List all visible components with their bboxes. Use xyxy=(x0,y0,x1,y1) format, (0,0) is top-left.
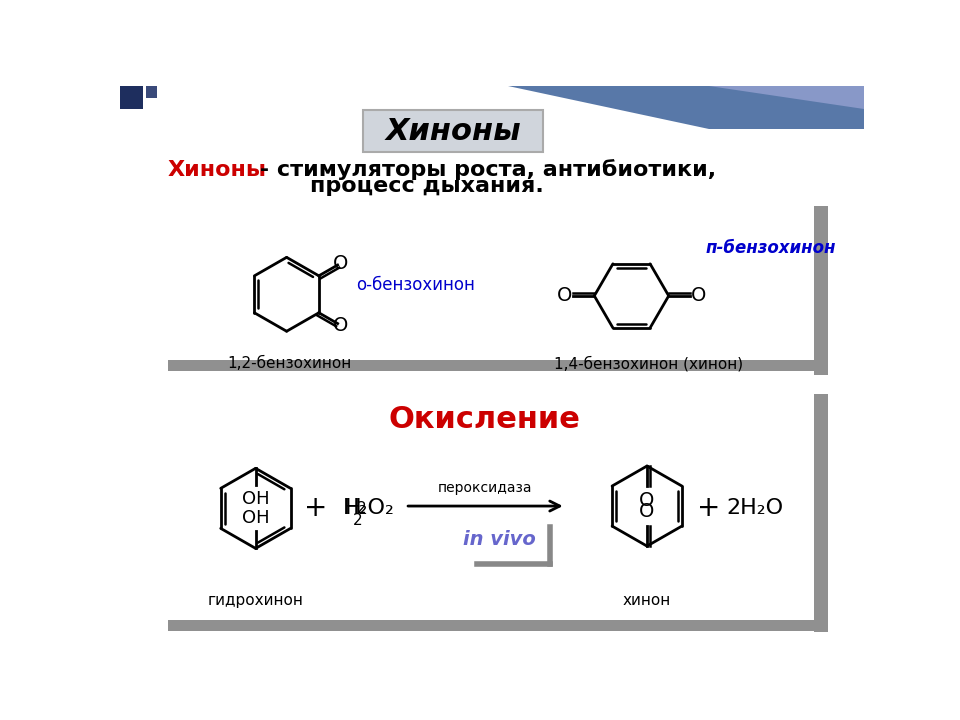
Text: H₂O₂: H₂O₂ xyxy=(344,498,396,518)
Text: 2H₂O: 2H₂O xyxy=(726,498,783,518)
Text: O: O xyxy=(557,287,572,305)
Text: пероксидаза: пероксидаза xyxy=(438,481,533,495)
Polygon shape xyxy=(508,86,864,129)
Text: OH: OH xyxy=(242,509,270,527)
Text: O: O xyxy=(639,490,655,510)
Text: in vivo: in vivo xyxy=(464,530,536,549)
Text: 1,2-бензохинон: 1,2-бензохинон xyxy=(227,356,351,372)
Bar xyxy=(814,395,828,631)
Text: хинон: хинон xyxy=(623,593,671,608)
Polygon shape xyxy=(709,86,864,109)
Text: O: O xyxy=(333,253,348,273)
Text: Окисление: Окисление xyxy=(388,405,580,433)
Bar xyxy=(814,206,828,375)
Text: - стимуляторы роста, антибиотики,: - стимуляторы роста, антибиотики, xyxy=(252,159,716,180)
Bar xyxy=(168,395,814,620)
Text: +: + xyxy=(303,495,327,522)
Text: O: O xyxy=(690,287,706,305)
FancyBboxPatch shape xyxy=(363,110,543,152)
Text: O: O xyxy=(639,503,655,521)
Text: +: + xyxy=(697,495,721,522)
Text: 2: 2 xyxy=(352,513,362,528)
Text: процесс дыхания.: процесс дыхания. xyxy=(310,176,543,197)
Text: OH: OH xyxy=(242,490,270,508)
Text: Хиноны: Хиноны xyxy=(168,160,267,179)
Text: O: O xyxy=(333,316,348,335)
Bar xyxy=(168,620,814,631)
Text: 2: 2 xyxy=(357,501,367,516)
Text: H: H xyxy=(345,498,361,518)
Text: о-бензохинон: о-бензохинон xyxy=(356,276,475,294)
Text: гидрохинон: гидрохинон xyxy=(207,593,303,608)
Text: п-бензохинон: п-бензохинон xyxy=(706,239,835,257)
Text: Хиноны: Хиноны xyxy=(385,117,521,146)
Bar xyxy=(168,360,814,371)
Bar xyxy=(120,86,143,109)
Bar xyxy=(146,86,157,98)
Text: 1,4-бензохинон (хинон): 1,4-бензохинон (хинон) xyxy=(554,356,743,372)
Bar xyxy=(168,206,814,360)
